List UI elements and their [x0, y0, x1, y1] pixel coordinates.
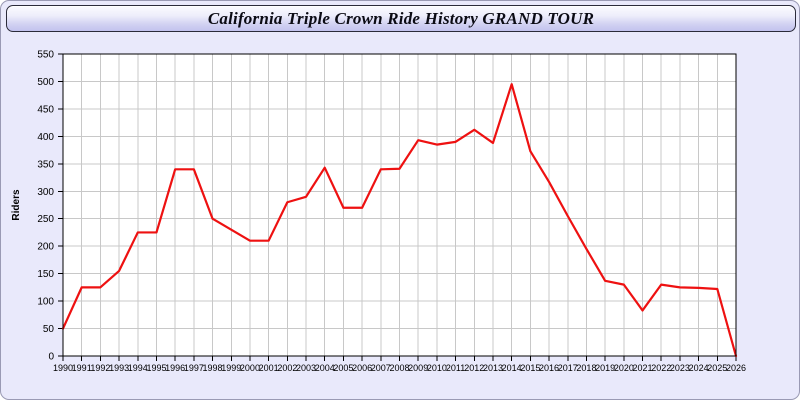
- y-tick-label: 100: [37, 297, 54, 308]
- x-tick-label: 2001: [259, 363, 279, 373]
- y-tick-label: 450: [37, 104, 54, 115]
- gridlines: [63, 54, 736, 356]
- x-tick-label: 2014: [502, 363, 522, 373]
- title-bar: California Triple Crown Ride History GRA…: [6, 5, 796, 32]
- x-axis-ticks: 1990199119921993199419951996199719981999…: [53, 356, 746, 373]
- x-tick-label: 2022: [651, 363, 671, 373]
- x-tick-label: 1995: [146, 363, 166, 373]
- x-tick-label: 1997: [184, 363, 204, 373]
- chart-plot-area: 0 50 100 150 200 250 300 350 400 450 500 550 1990 19…: [1, 35, 799, 399]
- x-tick-label: 2016: [539, 363, 559, 373]
- x-tick-label: 1993: [109, 363, 129, 373]
- y-tick-label: 550: [37, 50, 54, 61]
- y-axis-label: Riders: [11, 189, 22, 221]
- x-tick-label: 2019: [595, 363, 615, 373]
- y-tick-label: 300: [37, 187, 54, 198]
- x-tick-label: 2026: [726, 363, 746, 373]
- x-tick-label: 2009: [408, 363, 428, 373]
- x-tick-label: 1991: [72, 363, 92, 373]
- x-tick-label: 2003: [296, 363, 316, 373]
- x-tick-label: 2002: [277, 363, 297, 373]
- y-tick-label: 500: [37, 77, 54, 88]
- y-tick-label: 50: [43, 324, 55, 335]
- x-tick-label: 2020: [614, 363, 634, 373]
- data-series: [61, 83, 738, 358]
- y-tick-label: 0: [48, 352, 54, 363]
- page-title: California Triple Crown Ride History GRA…: [207, 8, 595, 28]
- y-tick-label: 150: [37, 269, 54, 280]
- x-tick-label: 1996: [165, 363, 185, 373]
- x-tick-label: 2013: [483, 363, 503, 373]
- x-tick-label: 2025: [707, 363, 727, 373]
- y-tick-label: 400: [37, 132, 54, 143]
- x-tick-label: 2017: [558, 363, 578, 373]
- y-axis-ticks: 0 50 100 150 200 250 300 350 400 450 500 550: [37, 50, 63, 363]
- x-tick-label: 2011: [446, 363, 465, 373]
- x-tick-label: 1999: [221, 363, 241, 373]
- y-tick-label: 250: [37, 214, 54, 225]
- x-tick-label: 2018: [576, 363, 596, 373]
- x-tick-label: 2012: [464, 363, 484, 373]
- x-tick-label: 2006: [352, 363, 372, 373]
- y-axis-title: Riders: [11, 189, 22, 221]
- x-tick-label: 1992: [90, 363, 110, 373]
- y-tick-label: 350: [37, 159, 54, 170]
- x-tick-label: 2023: [670, 363, 690, 373]
- x-tick-label: 1998: [203, 363, 223, 373]
- x-tick-label: 2015: [520, 363, 540, 373]
- x-tick-label: 2024: [689, 363, 709, 373]
- x-tick-label: 2005: [333, 363, 353, 373]
- y-tick-label: 200: [37, 242, 54, 253]
- series-line-riders: [61, 83, 738, 358]
- x-tick-label: 1994: [128, 363, 148, 373]
- x-tick-label: 2021: [633, 363, 653, 373]
- x-tick-label: 2008: [389, 363, 409, 373]
- x-tick-label: 2007: [371, 363, 391, 373]
- x-tick-label: 2004: [315, 363, 335, 373]
- x-tick-label: 2000: [240, 363, 260, 373]
- x-tick-label: 2010: [427, 363, 447, 373]
- x-tick-label: 1990: [53, 363, 73, 373]
